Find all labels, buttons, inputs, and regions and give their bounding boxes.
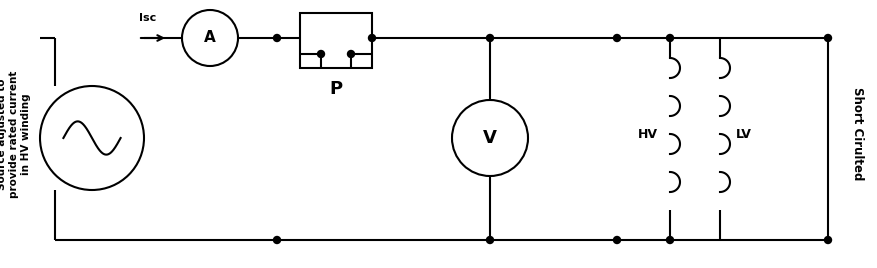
Bar [300, 13, 372, 68]
Circle shape [487, 35, 494, 42]
Text: HV: HV [638, 128, 658, 140]
Circle shape [667, 236, 674, 244]
Circle shape [824, 236, 831, 244]
Text: A: A [204, 31, 216, 46]
Text: Isc: Isc [139, 13, 157, 23]
Text: V: V [483, 129, 497, 147]
Circle shape [824, 35, 831, 42]
Circle shape [347, 50, 354, 58]
Text: LV: LV [736, 128, 752, 140]
Circle shape [274, 35, 281, 42]
Circle shape [487, 236, 494, 244]
Text: Short Cirulted: Short Cirulted [852, 87, 865, 181]
Circle shape [368, 35, 375, 42]
Circle shape [614, 236, 621, 244]
Circle shape [317, 50, 324, 58]
Circle shape [274, 236, 281, 244]
Circle shape [614, 35, 621, 42]
Text: Source adjusted to
provide rated current
in HV winding: Source adjusted to provide rated current… [0, 70, 31, 198]
Circle shape [667, 35, 674, 42]
Text: P: P [330, 80, 343, 98]
